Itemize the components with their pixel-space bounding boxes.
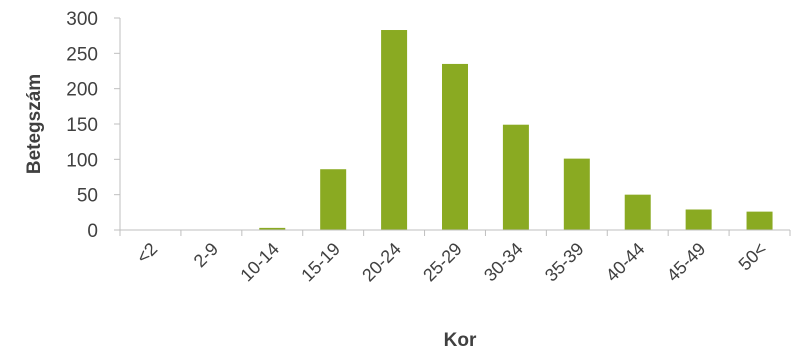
x-tick-label: 45-49: [663, 239, 710, 286]
y-tick-label: 150: [66, 115, 98, 136]
x-tick-label: 20-24: [358, 239, 405, 286]
bar-40-44: [624, 194, 651, 230]
bar-50<: [746, 211, 773, 230]
x-tick-label: 2-9: [190, 239, 223, 272]
bar-30-34: [502, 124, 529, 230]
y-tick-label: 50: [77, 186, 98, 207]
bar-20-24: [381, 30, 408, 230]
x-tick-label: 50<: [735, 239, 771, 275]
y-tick-label: 100: [66, 150, 98, 171]
x-tick-label: 30-34: [480, 239, 527, 286]
x-tick-label: 40-44: [602, 239, 649, 286]
bars: [259, 30, 773, 230]
y-axis-ticks: 0 50 100 150 200 250 300: [66, 9, 120, 242]
y-tick-label: 250: [66, 44, 98, 65]
x-tick-label: <2: [133, 239, 162, 268]
x-tick-label: 35-39: [541, 239, 588, 286]
bar-25-29: [442, 63, 468, 230]
bar-10-14: [259, 227, 286, 230]
bar-35-39: [563, 158, 590, 230]
y-tick-label: 300: [66, 9, 98, 30]
x-tick-label: 15-19: [297, 239, 344, 286]
y-tick-label: 0: [87, 221, 98, 242]
bar-15-19: [320, 169, 347, 230]
x-axis-title: Kor: [444, 330, 477, 351]
bar-45-49: [685, 209, 712, 230]
x-tick-label: 25-29: [419, 239, 466, 286]
y-tick-label: 200: [66, 80, 98, 101]
x-tick-label: 10-14: [236, 239, 283, 286]
x-axis-ticks: <2 2-9 10-14 15-19 20-24 25-29 30-34 35-39 40-44…: [119, 230, 791, 286]
axes: [119, 18, 790, 231]
y-axis-title: Betegszám: [24, 74, 45, 174]
